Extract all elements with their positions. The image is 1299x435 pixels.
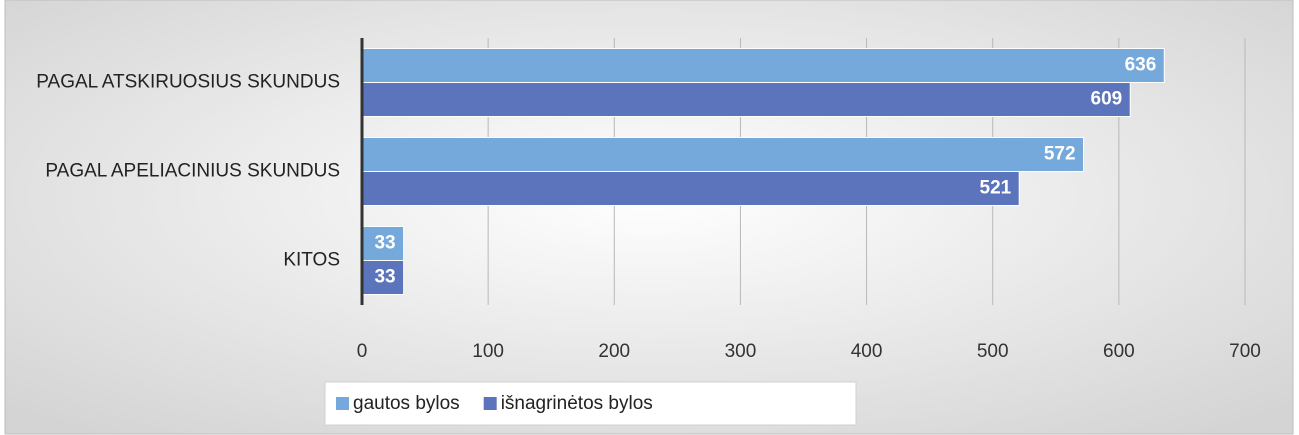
x-tick-label: 300 (725, 341, 757, 362)
bar (361, 137, 1085, 172)
legend-label: gautos bylos (353, 393, 460, 414)
x-tick-label: 100 (472, 341, 504, 362)
bar (361, 82, 1131, 117)
x-tick-label: 500 (977, 341, 1009, 362)
data-label: 609 (1091, 89, 1123, 110)
x-tick-label: 700 (1229, 341, 1261, 362)
bar (361, 48, 1165, 83)
y-tick-label: PAGAL APELIACINIUS SKUNDUS (45, 161, 340, 182)
legend-label: išnagrinėtos bylos (501, 393, 653, 414)
data-label: 33 (374, 267, 395, 288)
y-tick-label: KITOS (283, 250, 340, 271)
x-tick-label: 200 (598, 341, 630, 362)
x-tick-label: 600 (1103, 341, 1135, 362)
legend-swatch (336, 397, 349, 410)
x-tick-label: 0 (357, 341, 368, 362)
y-tick-label: PAGAL ATSKIRUOSIUS SKUNDUS (36, 72, 340, 93)
bar (361, 171, 1020, 206)
bar (361, 260, 405, 295)
data-label: 572 (1044, 144, 1076, 165)
bar (361, 226, 405, 261)
data-label: 33 (374, 233, 395, 254)
legend-swatch (483, 397, 497, 410)
legend-box (324, 381, 857, 426)
data-label: 521 (980, 178, 1012, 199)
data-label: 636 (1125, 55, 1157, 76)
x-tick-label: 400 (851, 341, 883, 362)
